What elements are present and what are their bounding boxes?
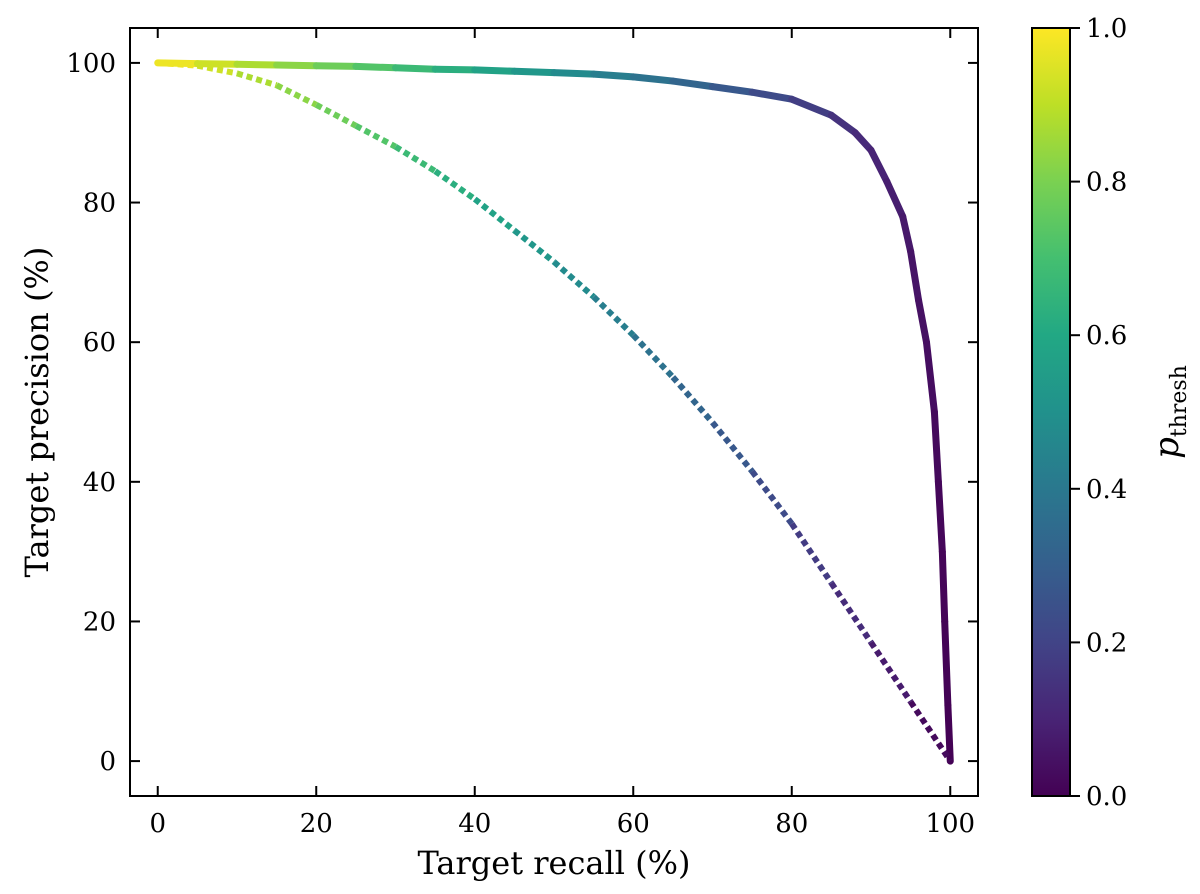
- series-1-segment: [471, 66, 518, 75]
- colorbar-tick-label: 0.2: [1086, 628, 1127, 658]
- series-2-segment: [868, 640, 914, 704]
- series-1-segment: [669, 77, 717, 91]
- y-tick-label: 40: [83, 468, 116, 498]
- series-1-segment: [629, 73, 677, 85]
- series-2-segment: [275, 82, 318, 108]
- series-2-segment: [749, 469, 795, 526]
- colorbar-tick-label: 1.0: [1086, 14, 1127, 44]
- series-1-segment: [827, 111, 859, 137]
- y-tick-label: 0: [99, 747, 116, 777]
- series-1-segment: [851, 129, 875, 154]
- x-tick-label: 100: [925, 809, 975, 839]
- series-1-segment: [899, 213, 915, 255]
- x-axis-label: Target recall (%): [418, 844, 691, 882]
- y-tick-label: 60: [83, 328, 116, 358]
- series-1-segment: [938, 548, 949, 625]
- series-1-segment: [883, 178, 907, 221]
- series-1-segment: [944, 701, 954, 765]
- series-1-segment: [233, 60, 281, 69]
- x-tick-label: 80: [775, 809, 808, 839]
- series-2-segment: [393, 144, 437, 174]
- series-2-segment: [196, 62, 238, 77]
- series-2-segment: [354, 123, 397, 150]
- series-2-segment: [710, 420, 755, 474]
- series-1-segment: [867, 146, 891, 186]
- series-2-segment: [908, 700, 953, 763]
- colorbar-label: pthresh: [1147, 365, 1192, 459]
- series-2-dotted: [157, 59, 953, 763]
- series-2-segment: [472, 196, 517, 233]
- series-1-segment: [590, 70, 637, 81]
- series-2-segment: [512, 228, 556, 265]
- series-1-segment: [941, 617, 952, 709]
- series-2-segment: [828, 581, 874, 645]
- colorbar-tick-label: 0.8: [1086, 168, 1127, 198]
- series-2-segment: [433, 168, 477, 202]
- series-1-segment: [922, 338, 938, 416]
- series-1-segment: [550, 69, 598, 78]
- colorbar-tick-label: 0.6: [1086, 321, 1127, 351]
- series-1-solid: [154, 59, 954, 765]
- colorbar-tick-label: 0.0: [1086, 782, 1127, 812]
- y-tick-label: 20: [83, 607, 116, 637]
- colorbar-label-subscript: thresh: [1167, 365, 1192, 437]
- series-1-segment: [312, 62, 360, 70]
- series-2-segment: [631, 333, 676, 380]
- series-1-segment: [907, 247, 923, 304]
- y-tick-label: 80: [83, 189, 116, 219]
- colorbar-ticks: 0.0 0.2 0.4 0.6 0.8 1.0: [1070, 14, 1127, 812]
- series-2-segment: [236, 70, 278, 89]
- series-2-segment: [552, 259, 596, 300]
- y-axis-ticks: 0 20 40 60 80 100: [66, 49, 978, 777]
- series-2-segment: [157, 59, 198, 69]
- series-1-segment: [934, 478, 946, 556]
- series-1-segment: [915, 296, 930, 346]
- colorbar-label-main: p: [1147, 437, 1187, 459]
- x-axis-ticks: 0 20 40 60 80 100: [149, 28, 975, 839]
- series-2-segment: [591, 294, 636, 338]
- series-1-segment: [748, 88, 796, 103]
- y-axis-label: Target precision (%): [18, 247, 56, 578]
- colorbar: [1031, 27, 1071, 797]
- plot-frame: [129, 27, 979, 797]
- series-1-segment: [352, 62, 399, 72]
- y-tick-label: 100: [66, 49, 116, 79]
- series-1-segment: [709, 83, 756, 96]
- plot-series: [154, 59, 954, 765]
- series-1-segment: [788, 95, 835, 119]
- colorbar-tick-label: 0.4: [1086, 475, 1127, 505]
- series-2-segment: [789, 522, 834, 585]
- x-tick-label: 0: [149, 809, 166, 839]
- series-2-segment: [670, 375, 715, 425]
- series-1-segment: [510, 67, 558, 77]
- series-1-segment: [431, 65, 479, 74]
- series-2-segment: [314, 102, 358, 129]
- series-1-segment: [391, 64, 439, 73]
- x-tick-label: 60: [617, 809, 650, 839]
- series-1-segment: [930, 408, 942, 486]
- series-1-segment: [273, 61, 320, 70]
- series-1-segment: [193, 60, 241, 68]
- x-tick-label: 20: [300, 809, 333, 839]
- x-tick-label: 40: [458, 809, 491, 839]
